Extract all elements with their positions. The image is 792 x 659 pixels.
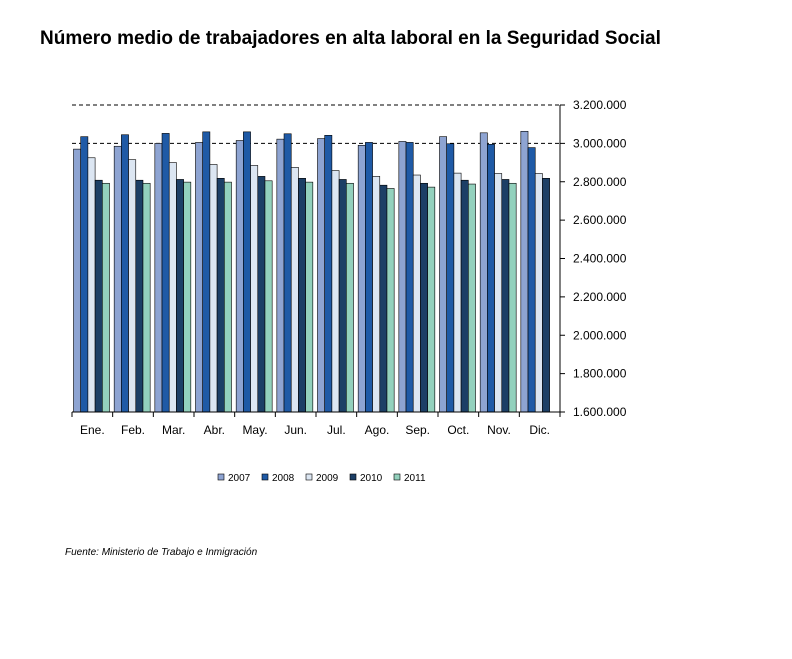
bar <box>420 182 428 413</box>
x-tick-label: Oct. <box>447 423 469 437</box>
bar <box>508 182 517 413</box>
bar <box>264 180 273 413</box>
bar <box>195 142 203 413</box>
x-tick-label: Ago. <box>365 423 390 437</box>
legend-label: 2009 <box>316 473 339 484</box>
x-tick-label: Dic. <box>529 423 550 437</box>
bar <box>386 188 395 413</box>
bar <box>128 159 137 413</box>
x-tick-label: Abr. <box>204 423 225 437</box>
bar <box>494 173 503 413</box>
bars <box>73 130 550 413</box>
chart-title: Número medio de trabajadores en alta lab… <box>40 28 661 49</box>
legend-label: 2011 <box>404 473 426 484</box>
legend-swatch <box>261 473 269 481</box>
bar <box>460 179 469 413</box>
bar <box>113 145 122 413</box>
bar <box>257 176 266 413</box>
bar <box>365 142 373 413</box>
bar <box>154 143 163 413</box>
legend-label: 2008 <box>272 473 295 484</box>
bar <box>168 162 177 413</box>
bar <box>135 179 144 413</box>
bar <box>298 178 306 413</box>
bar <box>102 182 110 413</box>
x-tick-label: Ene. <box>80 423 105 437</box>
bar <box>87 157 96 413</box>
bar <box>317 138 325 413</box>
bar <box>534 173 543 413</box>
bar <box>142 182 151 413</box>
legend-swatch <box>217 473 225 481</box>
bar <box>338 179 347 413</box>
bar <box>331 170 340 413</box>
source-note: Fuente: Ministerio de Trabajo e Inmigrac… <box>65 547 258 558</box>
bar <box>412 174 421 413</box>
x-tick-label: Feb. <box>121 423 145 437</box>
bar <box>121 134 129 413</box>
bar <box>176 179 184 413</box>
bar <box>398 141 407 413</box>
bar <box>202 131 211 413</box>
bar <box>209 164 218 413</box>
bar <box>520 130 529 413</box>
x-tick-label: Sep. <box>405 423 430 437</box>
bar <box>94 179 103 413</box>
x-tick-label: Mar. <box>162 423 185 437</box>
axes: Ene. Feb. Mar. Abr. May. Jun. Jul. Ago. Sep. Oct.… <box>71 98 627 437</box>
bar <box>453 172 462 413</box>
x-tick-label: May. <box>242 423 267 437</box>
bar <box>243 131 251 413</box>
bar <box>250 165 259 413</box>
bar <box>183 181 192 413</box>
y-tick-label: 3.200.000 <box>573 98 627 112</box>
legend-swatch <box>305 473 313 481</box>
y-tick-label: 2.600.000 <box>573 213 627 227</box>
bar <box>487 144 495 413</box>
y-tick-label: 1.800.000 <box>573 367 627 381</box>
bar <box>372 176 381 413</box>
y-tick-label: 2.000.000 <box>573 328 627 342</box>
y-tick-label: 2.400.000 <box>573 252 627 266</box>
bar <box>446 143 455 413</box>
bar <box>439 136 447 413</box>
legend-label: 2010 <box>360 473 383 484</box>
bar <box>324 135 333 413</box>
legend-swatch <box>349 473 357 481</box>
legend-swatch <box>393 473 401 481</box>
bar <box>527 147 536 413</box>
x-tick-label: Jul. <box>327 423 346 437</box>
bar <box>427 186 436 413</box>
legend-label: 2007 <box>228 473 251 484</box>
bar <box>290 167 299 413</box>
x-tick-label: Nov. <box>487 423 511 437</box>
bar <box>161 133 170 413</box>
gridlines <box>72 104 560 144</box>
bar <box>73 148 81 413</box>
x-tick-label: Jun. <box>284 423 307 437</box>
bar <box>479 132 488 413</box>
bar <box>224 181 232 413</box>
y-tick-label: 2.200.000 <box>573 290 627 304</box>
bar <box>235 140 244 413</box>
bar <box>345 182 354 413</box>
y-tick-label: 2.800.000 <box>573 175 627 189</box>
bar <box>405 142 414 413</box>
bar <box>283 133 292 413</box>
bar <box>80 136 89 413</box>
bar <box>276 138 285 413</box>
bar <box>216 178 225 413</box>
bar <box>357 144 366 413</box>
y-tick-label: 1.600.000 <box>573 405 627 419</box>
bar <box>467 183 476 413</box>
bar <box>379 184 388 413</box>
y-tick-label: 3.000.000 <box>573 136 627 150</box>
bar <box>542 178 550 413</box>
legend: 2007 2008 2009 2010 2011 <box>217 473 426 484</box>
bar <box>501 179 510 413</box>
bar <box>305 181 314 413</box>
